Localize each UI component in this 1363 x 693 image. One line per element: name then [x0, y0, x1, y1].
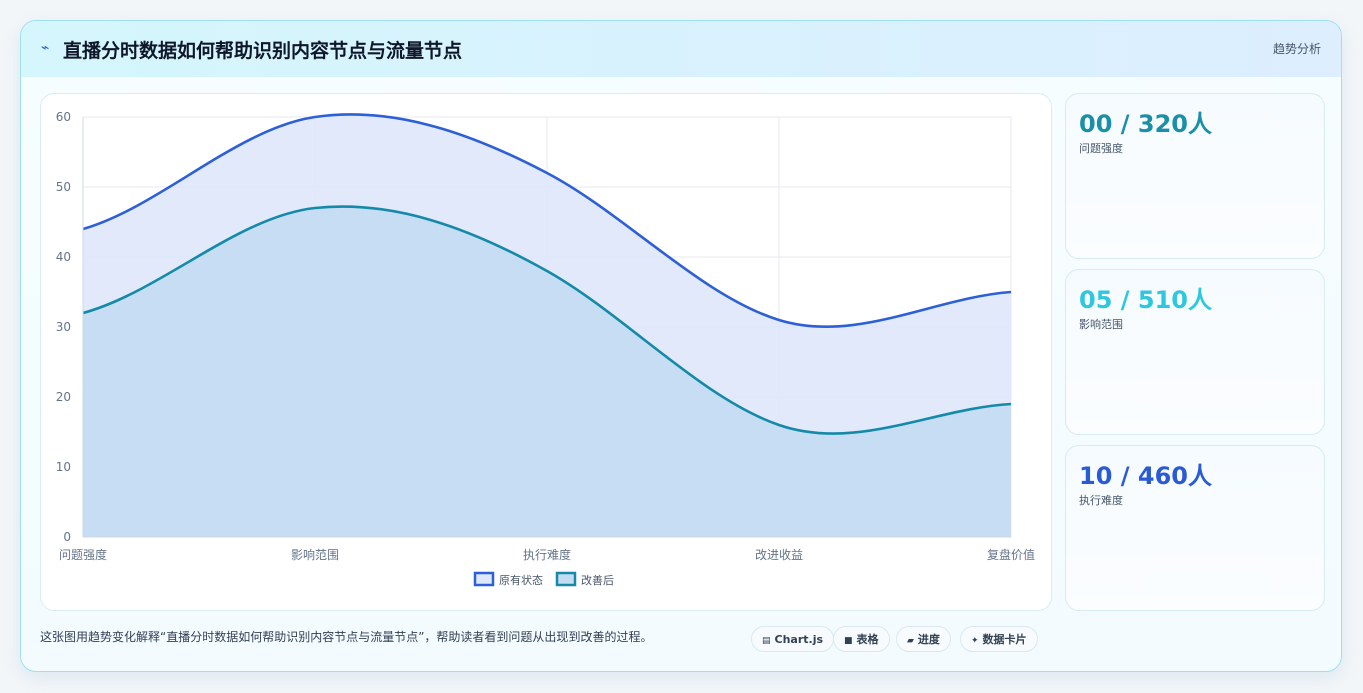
pill-data-card[interactable]: ✦ 数据卡片 [960, 626, 1038, 652]
legend-label-1: 原有状态 [499, 573, 543, 587]
y-tick-label: 60 [56, 110, 71, 124]
x-tick-label: 改进收益 [755, 548, 803, 562]
series-line-2 [82, 205, 1012, 435]
x-tick-label: 影响范围 [291, 547, 339, 562]
kpi-value: 00 / 320人 [1079, 110, 1212, 138]
pill-table[interactable]: ■ 表格 [833, 626, 890, 652]
kpi-label: 影响范围 [1079, 318, 1123, 331]
legend-swatch-1 [473, 571, 495, 587]
pill-progress[interactable]: ▰ 进度 [896, 626, 951, 652]
x-tick-label: 执行难度 [523, 547, 571, 562]
kpi-label: 问题强度 [1079, 142, 1123, 155]
legend-label-2: 改善后 [581, 573, 614, 587]
kpi-label: 执行难度 [1079, 494, 1123, 507]
kpi-value: 05 / 510人 [1079, 286, 1212, 314]
pill-label: 表格 [856, 633, 879, 646]
report-card: ⌁ 直播分时数据如何帮助识别内容节点与流量节点 趋势分析 0 10 20 30 40 50… [20, 20, 1342, 672]
kpi-value: 10 / 460人 [1079, 462, 1212, 490]
page-title: 直播分时数据如何帮助识别内容节点与流量节点 [63, 40, 463, 62]
y-tick-label: 0 [63, 530, 71, 544]
pill-chartjs[interactable]: ▤ Chart.js [751, 626, 835, 652]
series-area-2 [83, 206, 1011, 537]
series-line-1 [82, 113, 1012, 329]
lightning-icon: ⌁ [41, 40, 50, 56]
y-tick-label: 40 [56, 250, 71, 264]
y-tick-label: 50 [56, 180, 71, 194]
kpi-card-3: 10 / 460人 执行难度 [1065, 445, 1325, 611]
card-header: ⌁ 直播分时数据如何帮助识别内容节点与流量节点 趋势分析 [21, 21, 1341, 77]
pill-label: 进度 [917, 633, 940, 646]
sparkle-icon: ✦ [971, 636, 979, 646]
kpi-card-1: 00 / 320人 问题强度 [1065, 93, 1325, 259]
chart-panel: 0 10 20 30 40 50 60 问题强度 影响范围 执行难度 改进收益 复盘价值原有状态 改善后 [40, 93, 1052, 611]
pill-label: 数据卡片 [982, 633, 1027, 646]
y-tick-label: 10 [56, 460, 71, 474]
x-tick-label: 问题强度 [59, 547, 107, 562]
table-icon: ■ [844, 636, 853, 646]
kpi-card-2: 05 / 510人 影响范围 [1065, 269, 1325, 435]
chart-icon: ▤ [762, 636, 771, 646]
chart-caption: 这张图用趋势变化解释“直播分时数据如何帮助识别内容节点与流量节点”，帮助读者看到… [40, 630, 653, 644]
pill-label: Chart.js [774, 633, 824, 646]
y-tick-label: 30 [56, 320, 71, 334]
y-tick-label: 20 [56, 390, 71, 404]
legend-swatch-2 [555, 571, 577, 587]
x-tick-label: 复盘价值 [987, 547, 1035, 562]
header-tag: 趋势分析 [1272, 42, 1321, 56]
progress-icon: ▰ [907, 636, 914, 646]
